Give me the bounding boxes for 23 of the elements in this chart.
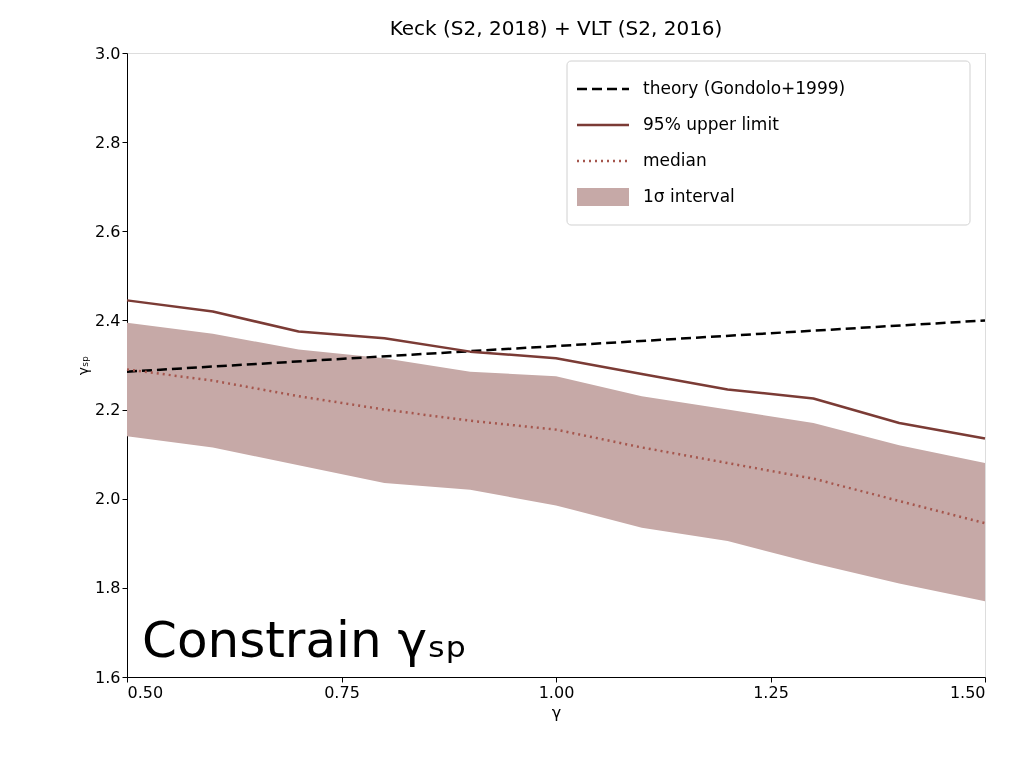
x-tick-label: 1.00 [538,682,575,702]
y-tick-label: 2.6 [95,221,121,241]
y-tick-label: 2.8 [95,132,121,152]
annotation: Constrain γₛₚ [142,611,468,669]
line-series [125,368,987,525]
y-tick-label: 2.2 [95,400,121,420]
y-axis-title: γₛₚ [75,355,92,376]
y-tick-label: 1.8 [95,578,121,598]
x-tick-label: 0.50 [127,682,164,702]
x-tick-label: 1.25 [753,682,789,702]
legend-label: 1σ interval [643,186,735,206]
legend-label: median [643,150,707,170]
legend-label: 95% upper limit [643,114,780,134]
x-axis-title: γ [551,702,562,722]
chart-title: Keck (S2, 2018) + VLT (S2, 2016) [389,16,723,40]
y-tick-label: 1.6 [95,667,121,687]
y-tick-label: 3.0 [95,43,121,63]
y-tick-label: 2.0 [95,489,121,509]
line-series [125,299,987,440]
legend-label: theory (Gondolo+1999) [643,78,846,98]
x-tick-label: 1.50 [949,682,986,702]
x-tick-label: 0.75 [324,682,360,702]
y-tick-label: 2.4 [95,310,121,330]
